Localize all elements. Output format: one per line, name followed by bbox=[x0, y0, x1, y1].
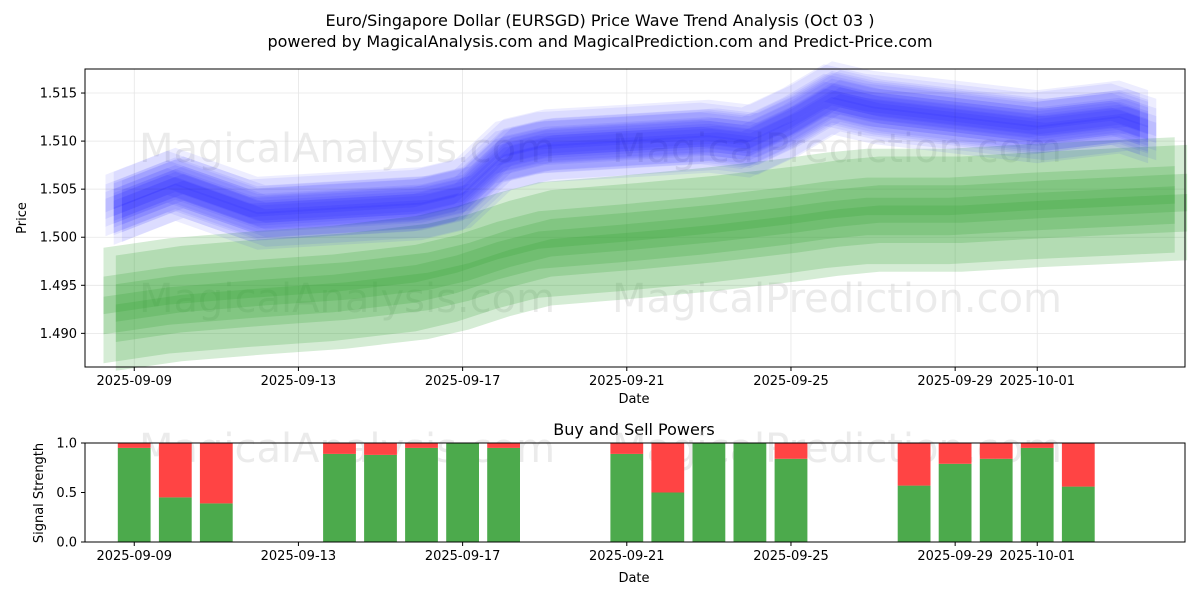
buy-power-bar bbox=[199, 503, 233, 542]
price-x-tick-label: 2025-09-21 bbox=[589, 374, 665, 389]
trend-band-layer bbox=[103, 186, 1175, 315]
price-y-axis-label: Price bbox=[15, 202, 30, 234]
trend-band-layer bbox=[103, 166, 1175, 335]
sell-power-bar bbox=[487, 443, 520, 448]
power-y-tick-label: 0.0 bbox=[56, 536, 77, 551]
price-wave-layer bbox=[113, 70, 1149, 229]
price-wave-layer bbox=[105, 81, 1140, 224]
price-chart: MagicalAnalysis.com MagicalPrediction.co… bbox=[15, 61, 1188, 407]
sell-power-bar bbox=[1061, 443, 1095, 487]
sell-power-bar bbox=[979, 443, 1013, 459]
trend-band-layer bbox=[115, 173, 1188, 342]
price-wave-layer bbox=[113, 82, 1149, 241]
buy-power-bar bbox=[405, 447, 438, 542]
power-x-tick-label: 2025-09-25 bbox=[753, 549, 829, 564]
watermark-prediction-lower: MagicalPrediction.com bbox=[612, 276, 1062, 322]
power-chart-title: Buy and Sell Powers bbox=[553, 420, 715, 439]
trend-band-layer bbox=[115, 144, 1188, 371]
buy-power-bar bbox=[446, 443, 479, 542]
price-wave-series bbox=[105, 61, 1157, 250]
sell-power-bar bbox=[364, 443, 397, 455]
power-y-ticks: 0.0 0.5 1.0 bbox=[56, 437, 85, 551]
price-y-tick-label: 1.500 bbox=[40, 231, 77, 246]
price-x-tick-label: 2025-09-25 bbox=[753, 374, 829, 389]
sell-power-bar bbox=[199, 443, 233, 504]
price-wave-layer bbox=[105, 64, 1140, 242]
power-x-axis-label: Date bbox=[618, 571, 649, 586]
buy-power-bar bbox=[364, 454, 397, 542]
price-wave-layer bbox=[113, 72, 1149, 250]
price-grid bbox=[85, 69, 1185, 367]
price-wave-layer bbox=[113, 78, 1149, 221]
power-x-tick-label: 2025-09-29 bbox=[917, 549, 993, 564]
sell-power-bar bbox=[117, 443, 151, 448]
price-y-ticks: 1.490 1.495 1.500 1.505 1.510 1.515 bbox=[40, 87, 85, 342]
watermark-analysis-lower: MagicalAnalysis.com bbox=[139, 276, 555, 322]
buy-power-bar bbox=[733, 443, 767, 542]
buy-power-bar bbox=[610, 453, 644, 542]
buy-power-bar bbox=[692, 443, 726, 542]
price-y-tick-label: 1.505 bbox=[40, 183, 77, 198]
buy-power-bar bbox=[651, 492, 685, 542]
buy-power-bar bbox=[897, 485, 931, 542]
price-x-tick-label: 2025-09-17 bbox=[425, 374, 501, 389]
price-wave-layer bbox=[121, 70, 1157, 247]
price-wave-layer bbox=[105, 73, 1140, 232]
price-x-axis-label: Date bbox=[618, 392, 649, 407]
buy-power-bar bbox=[1061, 486, 1095, 542]
price-x-tick-label: 2025-09-13 bbox=[261, 374, 337, 389]
trend-band-layer bbox=[115, 194, 1188, 322]
chart-subtitle: powered by MagicalAnalysis.com and Magic… bbox=[267, 32, 932, 51]
buy-power-bar bbox=[774, 458, 808, 542]
price-x-ticks: 2025-09-09 2025-09-13 2025-09-17 2025-09-21… bbox=[96, 367, 1075, 389]
power-chart: Buy and Sell Powers MagicalAnalysis.com … bbox=[32, 420, 1186, 586]
buy-power-bar bbox=[487, 447, 520, 542]
power-x-tick-label: 2025-09-09 bbox=[96, 549, 172, 564]
sell-power-bar bbox=[897, 443, 931, 486]
trend-band-layer bbox=[103, 137, 1175, 364]
sell-power-bar bbox=[1020, 443, 1054, 448]
price-x-tick-label: 2025-10-01 bbox=[999, 374, 1075, 389]
sell-power-bar bbox=[158, 443, 192, 498]
price-x-tick-label: 2025-09-09 bbox=[96, 374, 172, 389]
price-y-tick-label: 1.490 bbox=[40, 327, 77, 342]
sell-power-bar bbox=[323, 443, 356, 454]
power-y-tick-label: 1.0 bbox=[56, 437, 77, 452]
sell-power-bar bbox=[405, 443, 438, 448]
price-watermarks: MagicalAnalysis.com MagicalPrediction.co… bbox=[139, 126, 1062, 322]
price-x-tick-label: 2025-09-29 bbox=[917, 374, 993, 389]
power-y-axis-label: Signal Strength bbox=[32, 443, 47, 543]
buy-power-bar bbox=[979, 458, 1013, 542]
sell-power-bar bbox=[774, 443, 808, 459]
buy-power-bar bbox=[158, 497, 192, 542]
power-y-tick-label: 0.5 bbox=[56, 486, 77, 501]
watermark-analysis-upper: MagicalAnalysis.com bbox=[139, 126, 555, 172]
price-wave-layer bbox=[113, 90, 1149, 233]
sell-power-bar bbox=[651, 443, 685, 493]
price-y-tick-label: 1.515 bbox=[40, 87, 77, 102]
price-chart-frame bbox=[84, 68, 1186, 368]
trend-band-series bbox=[103, 137, 1188, 371]
buy-power-bar bbox=[1020, 447, 1054, 542]
power-x-tick-label: 2025-09-13 bbox=[261, 549, 337, 564]
chart-title: Euro/Singapore Dollar (EURSGD) Price Wav… bbox=[326, 11, 875, 30]
price-y-tick-label: 1.495 bbox=[40, 279, 77, 294]
buy-power-bar bbox=[323, 453, 356, 542]
power-x-tick-label: 2025-09-17 bbox=[425, 549, 501, 564]
power-x-tick-label: 2025-10-01 bbox=[999, 549, 1075, 564]
sell-power-bar bbox=[610, 443, 644, 454]
price-wave-layer bbox=[121, 79, 1157, 238]
watermark-prediction-upper: MagicalPrediction.com bbox=[612, 126, 1062, 172]
price-y-tick-label: 1.510 bbox=[40, 135, 77, 150]
buy-power-bar bbox=[117, 447, 151, 542]
power-bars bbox=[117, 443, 1095, 542]
power-x-tick-label: 2025-09-21 bbox=[589, 549, 665, 564]
price-wave-layer bbox=[113, 61, 1149, 239]
buy-power-bar bbox=[938, 463, 972, 542]
price-wave-layer bbox=[121, 87, 1157, 230]
sell-power-bar bbox=[938, 443, 972, 464]
power-x-ticks: 2025-09-09 2025-09-13 2025-09-17 2025-09-21… bbox=[96, 542, 1075, 564]
